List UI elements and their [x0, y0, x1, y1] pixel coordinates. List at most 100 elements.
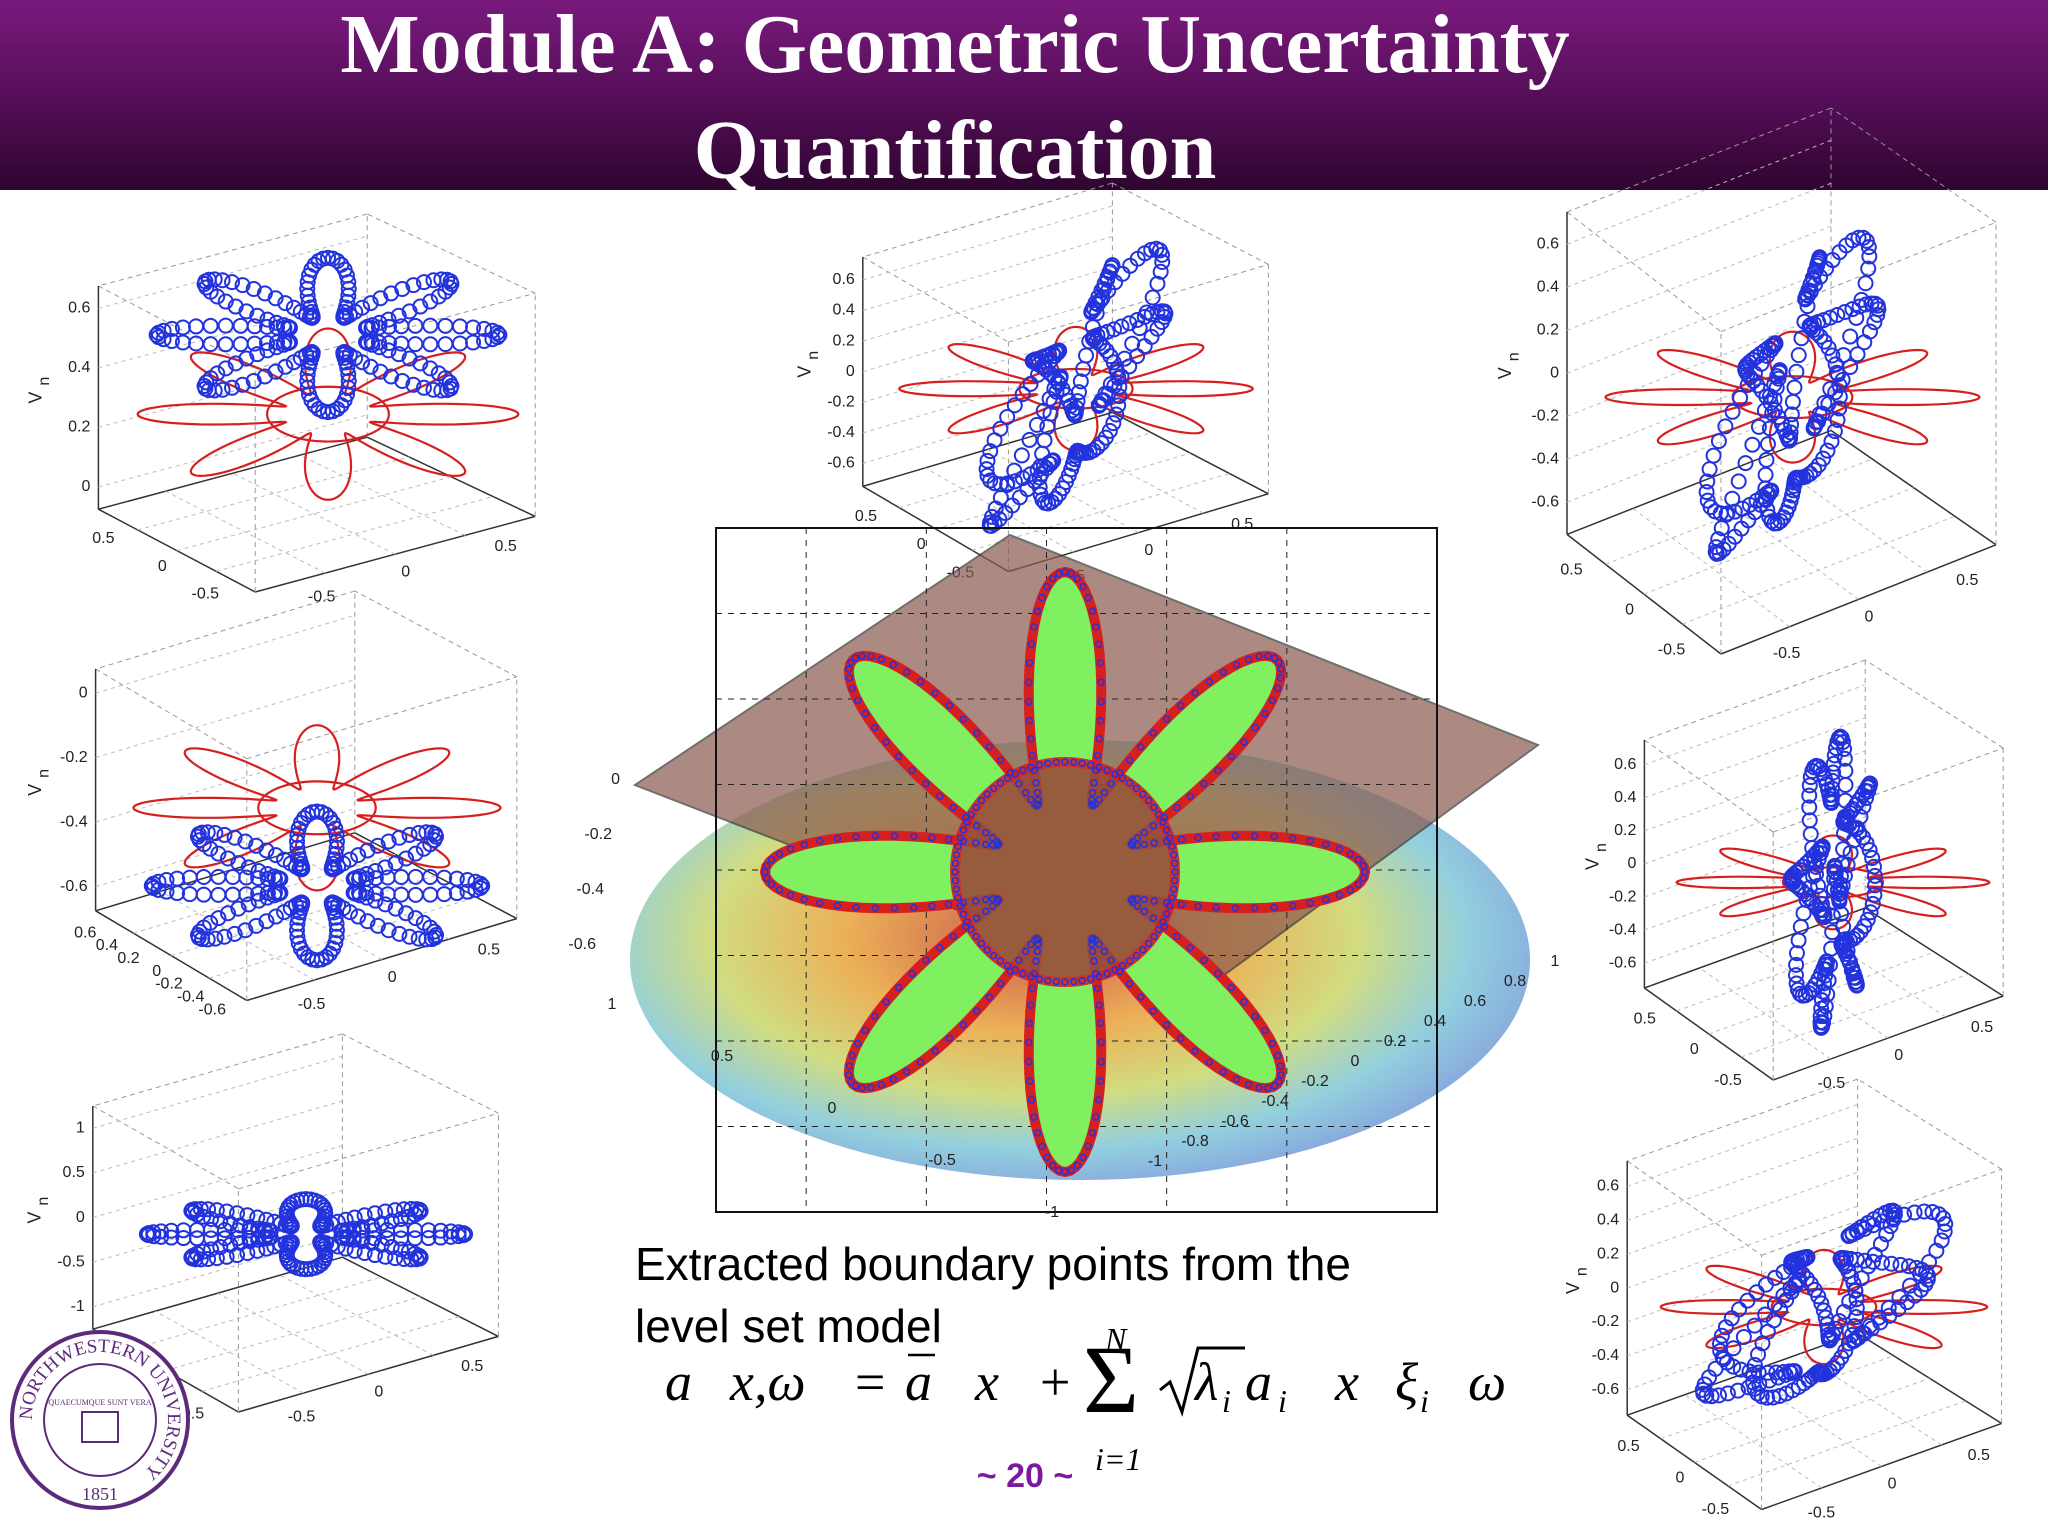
blue-point — [367, 870, 384, 887]
blue-point — [1136, 308, 1153, 325]
boundary-point — [1094, 1095, 1103, 1104]
boundary-point — [800, 840, 808, 849]
blue-point — [250, 1220, 267, 1237]
blue-point — [224, 886, 241, 903]
boundary-point — [945, 701, 954, 710]
boundary-point — [1027, 940, 1035, 949]
box-edge — [354, 590, 518, 678]
boundary-point — [972, 897, 980, 905]
boundary-point — [1150, 839, 1158, 847]
boundary-point — [1268, 696, 1277, 705]
blue-point — [387, 1250, 404, 1267]
boundary-point — [1086, 761, 1095, 769]
blue-point — [1861, 842, 1878, 859]
blue-point — [1837, 931, 1854, 948]
y-tick-label: -0.5 — [308, 589, 336, 606]
formula-part: i=1 — [1095, 1441, 1141, 1477]
blue-point — [337, 1240, 354, 1257]
blue-point — [1790, 932, 1807, 949]
boundary-point — [1094, 640, 1103, 649]
blue-point — [238, 869, 255, 886]
boundary-point — [1088, 1129, 1097, 1137]
z-tick-label: 0 — [79, 684, 88, 701]
boundary-point — [1165, 834, 1174, 842]
blue-point — [1072, 373, 1089, 390]
blue-point — [1918, 1264, 1935, 1281]
boundary-point — [1168, 842, 1176, 851]
boundary-point — [1093, 751, 1102, 760]
blue-point — [1129, 311, 1146, 328]
axis-label: V — [1495, 367, 1515, 379]
boundary-point — [1205, 1058, 1214, 1066]
blue-point — [1081, 333, 1098, 350]
boundary-point — [1079, 582, 1087, 591]
boundary-point — [1140, 840, 1148, 849]
y-tick-label: -0.6 — [1221, 1113, 1249, 1130]
blue-point — [250, 870, 267, 887]
blue-point — [1858, 296, 1875, 313]
blue-point — [232, 336, 249, 353]
boundary-point — [1264, 1084, 1272, 1092]
blue-point — [1108, 361, 1125, 378]
boundary-point — [1061, 978, 1069, 986]
blue-point — [1705, 447, 1722, 464]
box-edge — [95, 668, 248, 760]
boundary-point — [961, 813, 970, 822]
blue-point — [202, 336, 219, 353]
blue-point — [1794, 1266, 1811, 1283]
grid-line — [1627, 1171, 1858, 1255]
blue-point — [1892, 1256, 1909, 1273]
blue-point — [1092, 396, 1109, 413]
boundary-point — [1095, 795, 1103, 804]
blue-point — [1829, 412, 1846, 429]
blue-point — [267, 290, 284, 307]
x-tick-label: -0.5 — [1702, 1501, 1730, 1518]
box-edge — [1864, 659, 2004, 749]
z-tick-label: -0.6 — [568, 936, 596, 953]
blue-point — [978, 461, 995, 478]
blue-point — [1862, 904, 1879, 921]
boundary-point — [800, 895, 808, 904]
boundary-point — [1251, 723, 1259, 732]
blue-point — [239, 1207, 256, 1224]
y-tick-label: 0 — [1894, 1047, 1903, 1064]
boundary-point — [1084, 1142, 1092, 1151]
box-edge — [246, 676, 517, 760]
z-tick-label: -0.6 — [827, 455, 855, 472]
boundary-point — [1115, 768, 1124, 777]
blue-point — [1916, 1203, 1933, 1220]
blue-point — [377, 896, 394, 913]
boundary-point — [1034, 936, 1042, 944]
z-tick-label: 0.2 — [833, 332, 855, 349]
blue-point — [1825, 755, 1842, 772]
blue-point — [395, 1251, 412, 1268]
boundary-point — [1200, 780, 1208, 788]
boundary-point — [1276, 674, 1285, 682]
box-edge — [98, 213, 368, 287]
blue-point — [216, 928, 233, 945]
boundary-point — [1133, 834, 1142, 842]
blue-point — [1785, 1257, 1802, 1274]
blue-point — [1851, 298, 1868, 315]
blue-point — [1864, 850, 1881, 867]
blue-point — [366, 1222, 383, 1239]
blue-point — [1831, 377, 1848, 394]
boundary-point — [786, 845, 795, 853]
boundary-point — [1162, 826, 1171, 834]
boundary-point — [1052, 977, 1061, 986]
blue-point — [987, 500, 1004, 517]
blue-point — [426, 832, 443, 849]
blue-point — [992, 476, 1009, 493]
blue-point — [210, 845, 227, 862]
boundary-point — [786, 891, 795, 899]
blue-point — [237, 833, 254, 850]
blue-point — [1741, 496, 1758, 513]
x-tick-label: 1 — [608, 996, 617, 1013]
boundary-point — [767, 880, 776, 889]
y-tick-label: -0.5 — [1773, 645, 1801, 662]
boundary-point — [1088, 940, 1096, 948]
blue-point — [1836, 304, 1853, 321]
boundary-point — [1255, 1083, 1263, 1092]
blue-point — [195, 1243, 212, 1260]
boundary-point — [1170, 876, 1179, 885]
